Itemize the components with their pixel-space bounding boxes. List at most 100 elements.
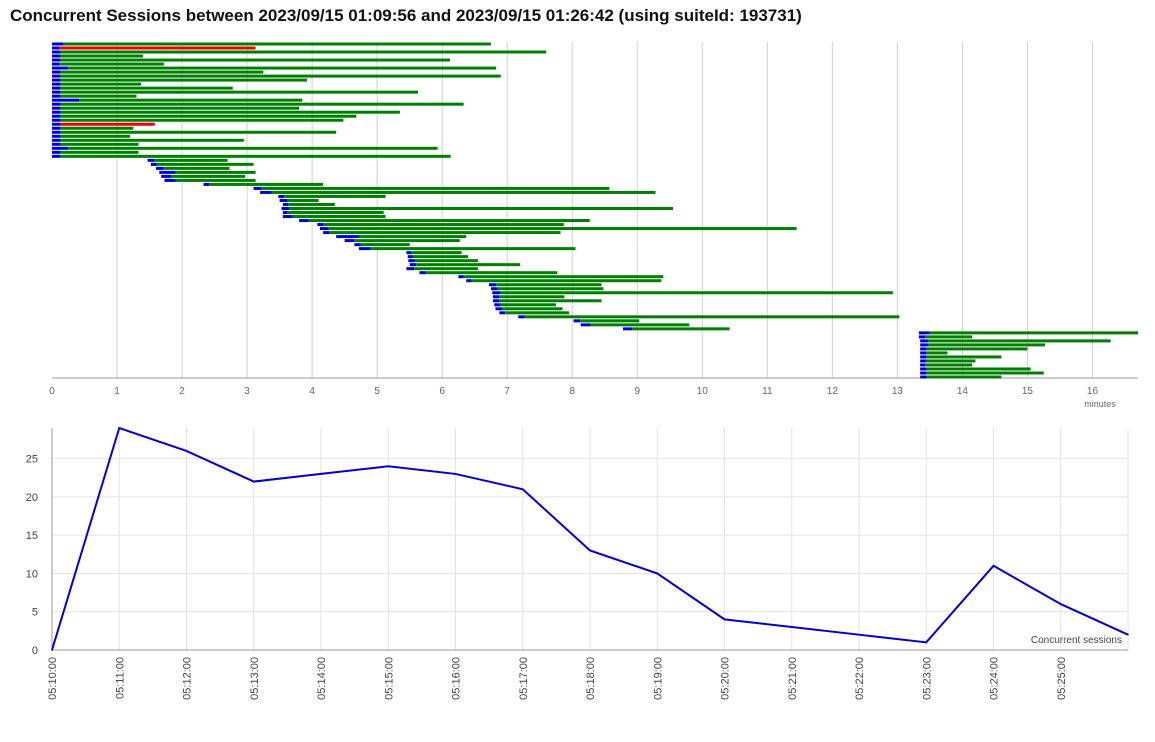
line-x-tick-label: 05:24:00 — [989, 657, 1001, 700]
gantt-x-tick-label: 6 — [439, 386, 445, 397]
session-queue-bar — [918, 335, 926, 339]
data-point — [185, 450, 188, 452]
session-run-bar — [288, 202, 335, 206]
session-queue-bar — [52, 66, 69, 70]
session-queue-bar — [920, 367, 927, 371]
session-queue-bar — [458, 275, 464, 279]
session-run-bar — [60, 102, 464, 106]
session-queue-bar — [494, 303, 501, 307]
session-run-bar — [60, 82, 142, 86]
session-queue-bar — [52, 114, 61, 118]
session-run-bar — [471, 279, 662, 283]
data-point — [51, 649, 53, 651]
session-queue-bar — [164, 178, 176, 182]
session-queue-bar — [466, 279, 472, 283]
session-run-bar — [416, 263, 521, 267]
session-queue-bar — [52, 54, 61, 58]
session-queue-bar — [52, 50, 61, 54]
data-point — [118, 427, 121, 429]
session-run-bar — [323, 223, 564, 227]
session-run-bar — [926, 367, 1031, 371]
session-run-bar — [328, 227, 797, 231]
session-run-bar — [60, 130, 337, 134]
session-queue-bar — [580, 323, 591, 327]
session-queue-bar — [52, 134, 61, 138]
line-y-tick-label: 0 — [32, 645, 38, 657]
session-run-bar — [154, 158, 228, 162]
session-run-bar — [289, 206, 674, 210]
session-queue-bar — [920, 375, 927, 379]
session-queue-bar — [920, 339, 928, 343]
session-run-bar — [414, 267, 478, 271]
session-run-bar — [500, 303, 556, 307]
session-queue-bar — [52, 146, 69, 150]
session-run-bar — [261, 186, 610, 190]
session-queue-bar — [282, 215, 293, 219]
session-run-bar — [271, 190, 656, 194]
line-x-tick-label: 05:19:00 — [652, 657, 664, 700]
session-queue-bar — [161, 174, 172, 178]
line-y-tick-label: 5 — [32, 607, 38, 619]
data-point — [858, 633, 860, 636]
line-x-tick-label: 05:22:00 — [854, 657, 866, 700]
legend-label: Concurrent sessions — [1031, 635, 1122, 646]
session-queue-bar — [319, 227, 329, 231]
session-run-bar — [463, 275, 664, 279]
session-run-bar — [412, 255, 469, 259]
session-queue-bar — [492, 295, 500, 299]
line-x-tick-label: 05:10:00 — [47, 657, 59, 700]
data-point — [656, 572, 659, 575]
line-x-tick-label: 05:23:00 — [921, 657, 933, 700]
gantt-x-tick-label: 0 — [49, 386, 55, 397]
session-run-bar — [163, 166, 230, 170]
session-run-bar — [60, 70, 264, 74]
session-queue-bar — [52, 58, 61, 62]
session-run-bar — [60, 94, 137, 98]
session-run-bar — [59, 62, 164, 66]
session-run-bar — [60, 134, 131, 138]
session-run-bar — [497, 287, 604, 291]
session-run-bar — [284, 194, 386, 198]
session-queue-bar — [52, 110, 61, 114]
session-queue-bar — [52, 106, 61, 110]
session-run-bar — [60, 106, 300, 110]
session-run-bar — [63, 42, 491, 46]
session-run-bar — [60, 58, 450, 62]
session-queue-bar — [344, 239, 355, 243]
data-point — [1127, 633, 1129, 636]
session-queue-bar — [920, 351, 927, 355]
session-run-bar — [60, 150, 139, 154]
gantt-x-tick-label: 3 — [244, 386, 250, 397]
session-run-bar — [60, 54, 144, 58]
line-y-tick-label: 20 — [26, 492, 38, 504]
session-run-bar — [499, 299, 602, 303]
session-queue-bar — [920, 359, 927, 363]
session-run-bar — [496, 283, 602, 287]
session-queue-bar — [282, 202, 289, 206]
session-queue-bar — [406, 251, 411, 255]
session-run-bar — [60, 138, 244, 142]
session-run-bar — [60, 50, 547, 54]
session-queue-bar — [279, 198, 288, 202]
session-run-bar — [59, 46, 256, 50]
session-queue-bar — [490, 287, 498, 291]
data-point — [790, 626, 793, 628]
session-queue-bar — [156, 166, 164, 170]
session-run-bar — [500, 291, 893, 295]
session-run-bar — [925, 363, 973, 367]
session-queue-bar — [354, 243, 361, 247]
session-queue-bar — [920, 347, 927, 351]
gantt-x-tick-label: 1 — [114, 386, 120, 397]
session-run-bar — [60, 78, 307, 82]
gantt-x-tick-label: 12 — [827, 386, 839, 397]
line-x-tick-label: 05:20:00 — [720, 657, 732, 700]
line-x-tick-label: 05:16:00 — [451, 657, 463, 700]
session-queue-bar — [52, 62, 60, 66]
gantt-x-tick-label: 15 — [1022, 386, 1034, 397]
data-point — [320, 473, 322, 475]
session-run-bar — [354, 239, 460, 243]
line-x-tick-label: 05:13:00 — [249, 657, 261, 700]
session-queue-bar — [920, 371, 927, 375]
session-queue-bar — [52, 98, 80, 102]
session-queue-bar — [52, 154, 61, 158]
